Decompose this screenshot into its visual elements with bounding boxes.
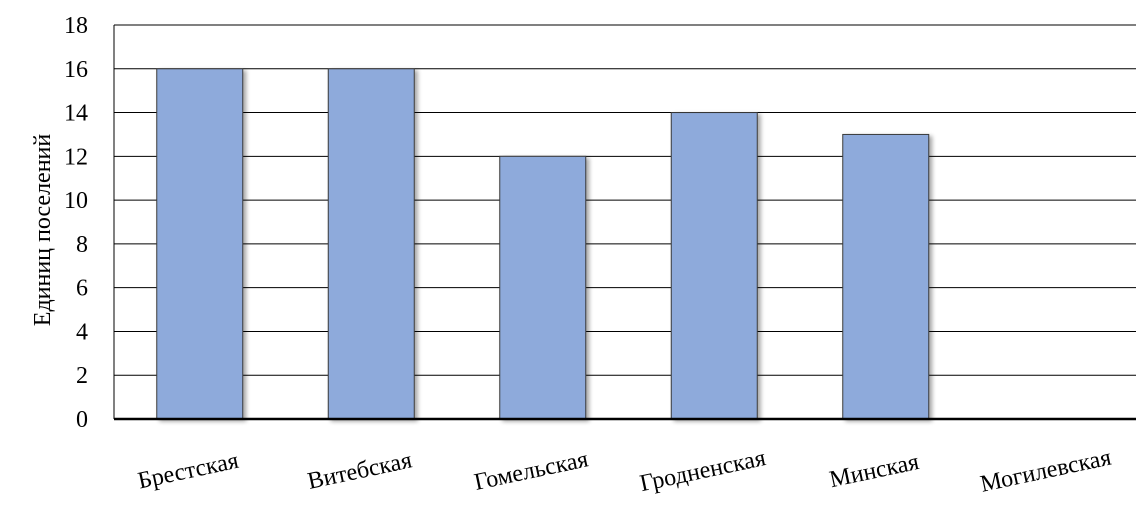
y-tick-label: 2 [76,363,88,389]
y-tick-label: 10 [64,188,88,214]
bar-5 [842,133,930,420]
y-tick-label: 18 [64,13,88,39]
gridlines [114,24,1136,376]
y-tick-label: 16 [64,57,88,83]
y-tick-label: 12 [64,144,88,170]
bar-4 [670,112,758,420]
x-category-labels: Брестская Витебская Гомельская Гродненская М… [136,445,1114,498]
y-tick-label: 4 [76,319,88,345]
axes [113,25,1136,421]
x-category-label: Минская [827,449,921,493]
x-category-label: Гродненская [638,445,768,497]
bars [156,68,930,420]
y-tick-label: 0 [76,407,88,433]
x-category-label: Могилевская [978,445,1113,498]
bar-3 [499,155,587,420]
y-axis-title: Единиц поселений [30,134,56,327]
y-tick-labels: 0 2 4 6 8 10 12 14 16 18 [64,13,88,433]
bar-1 [156,68,244,420]
x-category-label: Гомельская [472,446,591,495]
y-tick-label: 14 [64,101,88,127]
bar-2 [327,68,415,420]
y-tick-label: 8 [76,232,88,258]
y-tick-label: 6 [76,276,88,302]
x-category-label: Брестская [136,448,241,495]
x-category-label: Витебская [305,447,414,494]
